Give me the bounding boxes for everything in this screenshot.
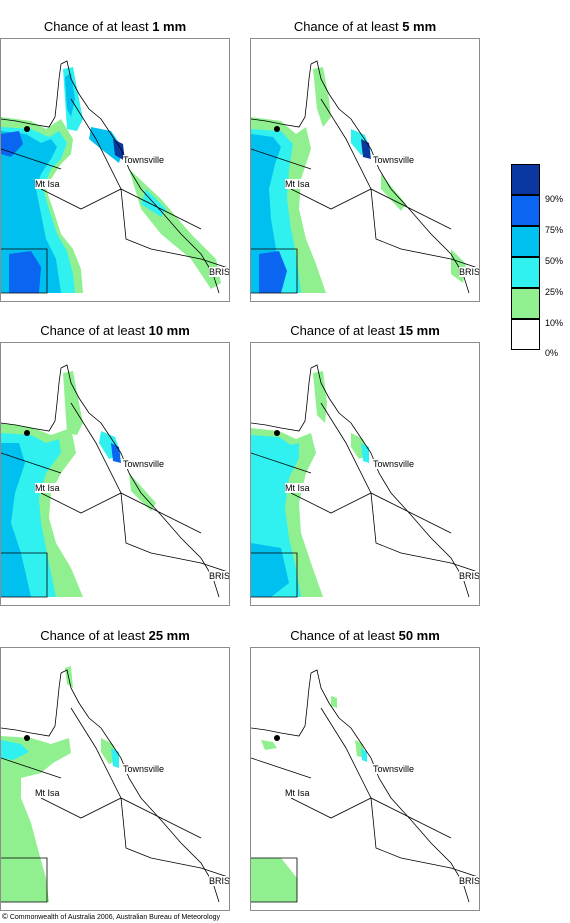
- island-marker: [24, 126, 30, 132]
- title-prefix: Chance of at least: [293, 19, 403, 34]
- legend-swatch-0: [511, 319, 540, 350]
- title-threshold: 5 mm: [402, 19, 437, 34]
- legend-label-10: 10%: [545, 318, 564, 328]
- townsville-label: Townsville: [123, 155, 165, 165]
- state-outline: [1, 60, 229, 294]
- bris-label: BRIS: [209, 876, 230, 886]
- probability-shading: [251, 67, 466, 293]
- mtisa-label: Mt Isa: [285, 483, 310, 493]
- townsville-label: Townsville: [373, 764, 415, 774]
- rainfall-probability-map: Townsville Mt Isa BRIS: [250, 38, 480, 302]
- state-outline: [1, 669, 229, 903]
- probability-shading: [1, 666, 119, 902]
- island-marker: [24, 735, 30, 741]
- probability-legend: 90% 75% 50% 25% 10% 0%: [511, 164, 570, 358]
- townsville-label: Townsville: [373, 459, 415, 469]
- panel-1mm: Chance of at least 1 mm: [0, 18, 230, 304]
- state-outline: [251, 669, 479, 903]
- probability-shading: [1, 67, 221, 293]
- island-marker: [24, 430, 30, 436]
- rainfall-probability-map: Townsville Mt Isa BRIS: [0, 342, 230, 606]
- panel-title: Chance of at least 1 mm: [0, 18, 230, 36]
- panel-5mm: Chance of at least 5 mm: [250, 18, 480, 304]
- title-prefix: Chance of at least: [290, 628, 399, 643]
- legend-swatch-50: [511, 226, 540, 257]
- map-svg: [1, 666, 229, 903]
- mtisa-label: Mt Isa: [285, 179, 310, 189]
- rainfall-probability-map: Townsville Mt Isa BRIS: [0, 38, 230, 302]
- rainfall-probability-map: Townsville Mt Isa BRIS: [250, 342, 480, 606]
- island-marker: [274, 735, 280, 741]
- mtisa-label: Mt Isa: [35, 788, 60, 798]
- island-marker: [274, 126, 280, 132]
- panel-title: Chance of at least 10 mm: [0, 322, 230, 340]
- mtisa-label: Mt Isa: [35, 483, 60, 493]
- panel-10mm: Chance of at least 10 mm Tow: [0, 322, 230, 608]
- copyright-symbol: ©: [2, 912, 8, 921]
- townsville-label: Townsville: [123, 764, 165, 774]
- mtisa-label: Mt Isa: [35, 179, 60, 189]
- map-svg: [251, 669, 479, 903]
- bris-label: BRIS: [459, 876, 480, 886]
- probability-shading: [251, 696, 367, 902]
- state-outline: [1, 364, 229, 598]
- legend-swatch-10: [511, 288, 540, 319]
- legend-label-25: 25%: [545, 287, 564, 297]
- title-threshold: 25 mm: [148, 628, 190, 643]
- rainfall-probability-map: Townsville Mt Isa BRIS: [250, 647, 480, 911]
- probability-shading: [251, 371, 369, 597]
- panel-title: Chance of at least 25 mm: [0, 627, 230, 645]
- map-svg: [1, 364, 229, 598]
- state-outline: [251, 364, 479, 598]
- bris-label: BRIS: [209, 571, 230, 581]
- map-svg: [1, 60, 229, 294]
- map-svg: [251, 364, 479, 598]
- panel-50mm: Chance of at least 50 mm Townsville Mt I…: [250, 627, 480, 913]
- mtisa-label: Mt Isa: [285, 788, 310, 798]
- state-outline: [251, 60, 479, 294]
- townsville-label: Townsville: [373, 155, 415, 165]
- panel-title: Chance of at least 50 mm: [250, 627, 480, 645]
- panel-25mm: Chance of at least 25 mm Townsville Mt I…: [0, 627, 230, 913]
- copyright-notice: © Commonwealth of Australia 2006, Austra…: [2, 912, 220, 922]
- legend-swatch-75: [511, 195, 540, 226]
- townsville-label: Townsville: [123, 459, 165, 469]
- legend-swatch-25: [511, 257, 540, 288]
- legend-label-50: 50%: [545, 256, 564, 266]
- panel-title: Chance of at least 15 mm: [250, 322, 480, 340]
- map-svg: [251, 60, 479, 294]
- title-prefix: Chance of at least: [43, 19, 153, 34]
- title-threshold: 50 mm: [398, 628, 440, 643]
- title-threshold: 1 mm: [152, 19, 187, 34]
- island-marker: [274, 430, 280, 436]
- copyright-text: Commonwealth of Australia 2006, Australi…: [9, 914, 220, 921]
- title-prefix: Chance of at least: [40, 628, 149, 643]
- title-threshold: 10 mm: [148, 323, 190, 338]
- title-threshold: 15 mm: [398, 323, 440, 338]
- bris-label: BRIS: [459, 267, 480, 277]
- rainfall-probability-map: Townsville Mt Isa BRIS: [0, 647, 230, 911]
- title-prefix: Chance of at least: [290, 323, 399, 338]
- legend-label-0: 0%: [545, 348, 559, 358]
- panel-title: Chance of at least 5 mm: [250, 18, 480, 36]
- bris-label: BRIS: [209, 267, 230, 277]
- legend-swatch-90: [511, 164, 540, 195]
- probability-shading: [1, 371, 156, 597]
- legend-label-75: 75%: [545, 225, 564, 235]
- title-prefix: Chance of at least: [40, 323, 149, 338]
- bris-label: BRIS: [459, 571, 480, 581]
- panel-15mm: Chance of at least 15 mm Townsville: [250, 322, 480, 608]
- legend-label-90: 90%: [545, 194, 564, 204]
